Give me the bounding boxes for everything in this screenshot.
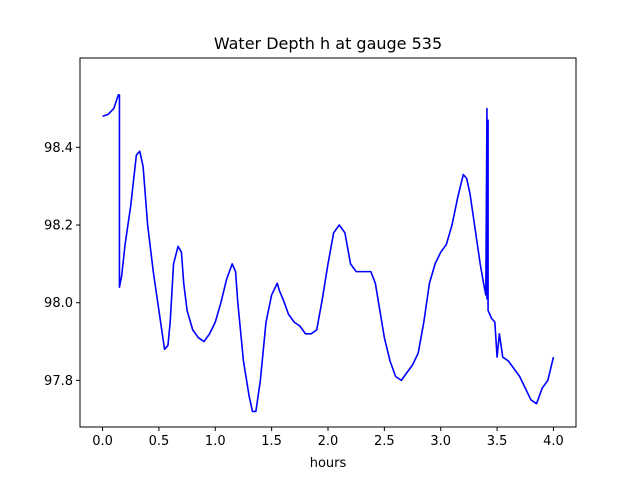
y-tick-label: 98.2 xyxy=(44,219,73,234)
chart-title: Water Depth h at gauge 535 xyxy=(214,34,442,53)
y-axis-ticks: 97.8 98.0 98.2 98.4 xyxy=(44,141,80,389)
x-tick-label: 1.5 xyxy=(261,434,282,449)
x-tick-label: 3.0 xyxy=(430,434,451,449)
x-tick-label: 2.5 xyxy=(374,434,395,449)
y-tick-label: 97.8 xyxy=(44,374,73,389)
x-tick-label: 2.0 xyxy=(318,434,339,449)
x-axis-ticks: 0.0 0.5 1.0 1.5 2.0 2.5 3.0 3.5 4.0 xyxy=(92,427,564,449)
y-tick-label: 98.0 xyxy=(44,296,73,311)
depth-series-line xyxy=(102,94,555,413)
x-tick-label: 1.0 xyxy=(205,434,226,449)
x-tick-label: 4.0 xyxy=(543,434,564,449)
plot-frame xyxy=(79,57,577,428)
y-tick-label: 98.4 xyxy=(44,141,73,156)
x-axis-label: hours xyxy=(310,456,347,471)
x-tick-label: 3.5 xyxy=(487,434,508,449)
x-tick-label: 0.0 xyxy=(92,434,113,449)
x-tick-label: 0.5 xyxy=(149,434,170,449)
